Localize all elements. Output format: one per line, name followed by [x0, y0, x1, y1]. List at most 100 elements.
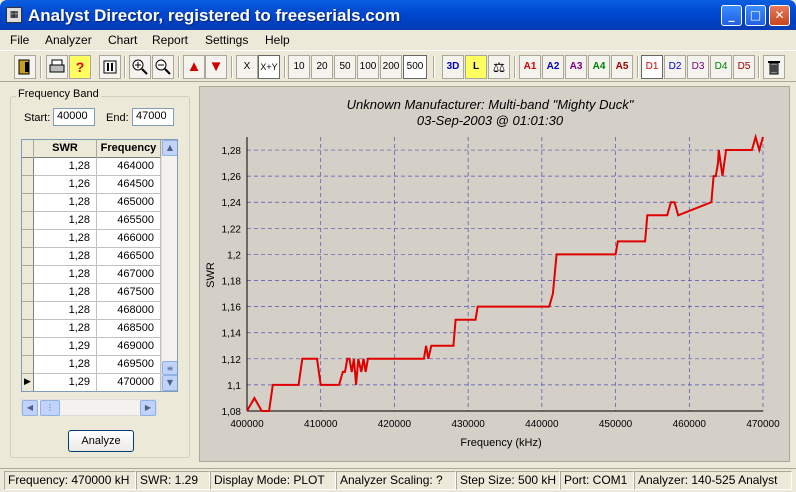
frequency-cell[interactable]: 466500: [97, 248, 161, 266]
row-selector[interactable]: [22, 176, 34, 194]
maximize-button[interactable]: □: [745, 5, 766, 26]
menu-chart[interactable]: Chart: [108, 33, 138, 47]
calculator-icon[interactable]: ▦: [6, 7, 22, 23]
table-row[interactable]: 1,28 466500: [22, 248, 177, 266]
swr-cell[interactable]: 1,28: [34, 320, 97, 338]
frequency-cell[interactable]: 468000: [97, 302, 161, 320]
swr-column-header[interactable]: SWR: [34, 140, 97, 158]
mode-xy-button[interactable]: X+Y: [258, 55, 280, 79]
table-row[interactable]: 1,28 467000: [22, 266, 177, 284]
view-3d-button[interactable]: 3D: [442, 55, 464, 79]
stop-icon[interactable]: [99, 55, 121, 79]
step-10-button[interactable]: 10: [288, 55, 310, 79]
analyzer-a3-button[interactable]: A3: [565, 55, 587, 79]
swr-cell[interactable]: 1,28: [34, 302, 97, 320]
trash-icon[interactable]: [763, 55, 785, 79]
menu-analyzer[interactable]: Analyzer: [45, 33, 92, 47]
step-20-button[interactable]: 20: [311, 55, 333, 79]
analyze-button[interactable]: Analyze: [68, 430, 134, 452]
scale-icon[interactable]: ⚖: [488, 55, 510, 79]
row-selector[interactable]: [22, 158, 34, 176]
swr-cell[interactable]: 1,28: [34, 356, 97, 374]
display-d2-button[interactable]: D2: [664, 55, 686, 79]
frequency-cell[interactable]: 467000: [97, 266, 161, 284]
table-row[interactable]: 1,28 469500: [22, 356, 177, 374]
end-input[interactable]: 47000: [132, 108, 174, 126]
swr-cell[interactable]: 1,28: [34, 212, 97, 230]
frequency-cell[interactable]: 469000: [97, 338, 161, 356]
step-200-button[interactable]: 200: [380, 55, 402, 79]
analyzer-a1-button[interactable]: A1: [519, 55, 541, 79]
swr-table[interactable]: SWR Frequency 1,28 464000 1,26 464500 1,28 46…: [21, 139, 178, 392]
start-input[interactable]: 40000: [53, 108, 95, 126]
frequency-cell[interactable]: 464500: [97, 176, 161, 194]
swr-cell[interactable]: 1,28: [34, 158, 97, 176]
display-d4-button[interactable]: D4: [710, 55, 732, 79]
close-button[interactable]: ✕: [769, 5, 790, 26]
swr-cell[interactable]: 1,28: [34, 230, 97, 248]
table-row[interactable]: 1,28 467500: [22, 284, 177, 302]
table-row[interactable]: 1,28 468500: [22, 320, 177, 338]
row-selector[interactable]: [22, 194, 34, 212]
table-row[interactable]: 1,29 469000: [22, 338, 177, 356]
frequency-cell[interactable]: 465500: [97, 212, 161, 230]
swr-cell[interactable]: 1,28: [34, 266, 97, 284]
swr-cell[interactable]: 1,29: [34, 338, 97, 356]
exit-icon[interactable]: [14, 55, 36, 79]
help-icon[interactable]: ?: [69, 55, 91, 79]
swr-cell[interactable]: 1,28: [34, 194, 97, 212]
row-selector[interactable]: [22, 284, 34, 302]
frequency-cell[interactable]: 468500: [97, 320, 161, 338]
frequency-cell[interactable]: 470000: [97, 374, 161, 391]
table-row[interactable]: 1,28 465000: [22, 194, 177, 212]
swr-cell[interactable]: 1,26: [34, 176, 97, 194]
table-row[interactable]: 1,26 464500: [22, 176, 177, 194]
frequency-cell[interactable]: 469500: [97, 356, 161, 374]
frequency-cell[interactable]: 464000: [97, 158, 161, 176]
frequency-cell[interactable]: 467500: [97, 284, 161, 302]
display-d5-button[interactable]: D5: [733, 55, 755, 79]
row-selector[interactable]: [22, 248, 34, 266]
row-selector[interactable]: [22, 356, 34, 374]
frequency-column-header[interactable]: Frequency: [97, 140, 161, 158]
swr-cell[interactable]: 1,28: [34, 248, 97, 266]
current-row-indicator[interactable]: ▶: [22, 374, 34, 391]
step-100-button[interactable]: 100: [357, 55, 379, 79]
table-row[interactable]: 1,28 466000: [22, 230, 177, 248]
frequency-cell[interactable]: 466000: [97, 230, 161, 248]
row-selector[interactable]: [22, 212, 34, 230]
view-l-button[interactable]: L: [465, 55, 487, 79]
zoom-in-icon[interactable]: [129, 55, 151, 79]
table-row[interactable]: 1,28 464000: [22, 158, 177, 176]
menu-file[interactable]: File: [10, 33, 30, 47]
display-d1-button[interactable]: D1: [641, 55, 663, 79]
zoom-out-icon[interactable]: [152, 55, 174, 79]
step-500-button[interactable]: 500: [403, 55, 427, 79]
menu-settings[interactable]: Settings: [205, 33, 249, 47]
row-selector[interactable]: [22, 230, 34, 248]
table-horizontal-scrollbar[interactable]: ◀ ⋮ ▶: [21, 399, 157, 416]
scroll-up-icon[interactable]: ▲: [162, 140, 177, 156]
table-row[interactable]: 1,28 465500: [22, 212, 177, 230]
row-selector[interactable]: [22, 338, 34, 356]
table-vertical-scrollbar[interactable]: ▲ ≡ ▼: [161, 140, 177, 391]
swr-cell[interactable]: 1,29: [34, 374, 97, 391]
swr-cell[interactable]: 1,28: [34, 284, 97, 302]
scroll-down-icon[interactable]: ▼: [162, 375, 177, 391]
analyzer-a5-button[interactable]: A5: [611, 55, 633, 79]
display-d3-button[interactable]: D3: [687, 55, 709, 79]
minimize-button[interactable]: _: [721, 5, 742, 26]
hscroll-thumb[interactable]: ⋮: [40, 400, 60, 416]
scroll-left-icon[interactable]: ◀: [22, 400, 38, 416]
arrow-down-icon[interactable]: ▼: [205, 55, 227, 79]
print-icon[interactable]: [46, 55, 68, 79]
frequency-cell[interactable]: 465000: [97, 194, 161, 212]
menu-help[interactable]: Help: [265, 33, 290, 47]
title-bar[interactable]: ▦ Analyst Director, registered to freese…: [0, 0, 796, 30]
arrow-up-icon[interactable]: ▲: [183, 55, 205, 79]
table-row[interactable]: ▶ 1,29 470000: [22, 374, 177, 391]
scroll-thumb[interactable]: ≡: [162, 361, 177, 375]
analyzer-a4-button[interactable]: A4: [588, 55, 610, 79]
row-selector[interactable]: [22, 266, 34, 284]
row-selector[interactable]: [22, 320, 34, 338]
